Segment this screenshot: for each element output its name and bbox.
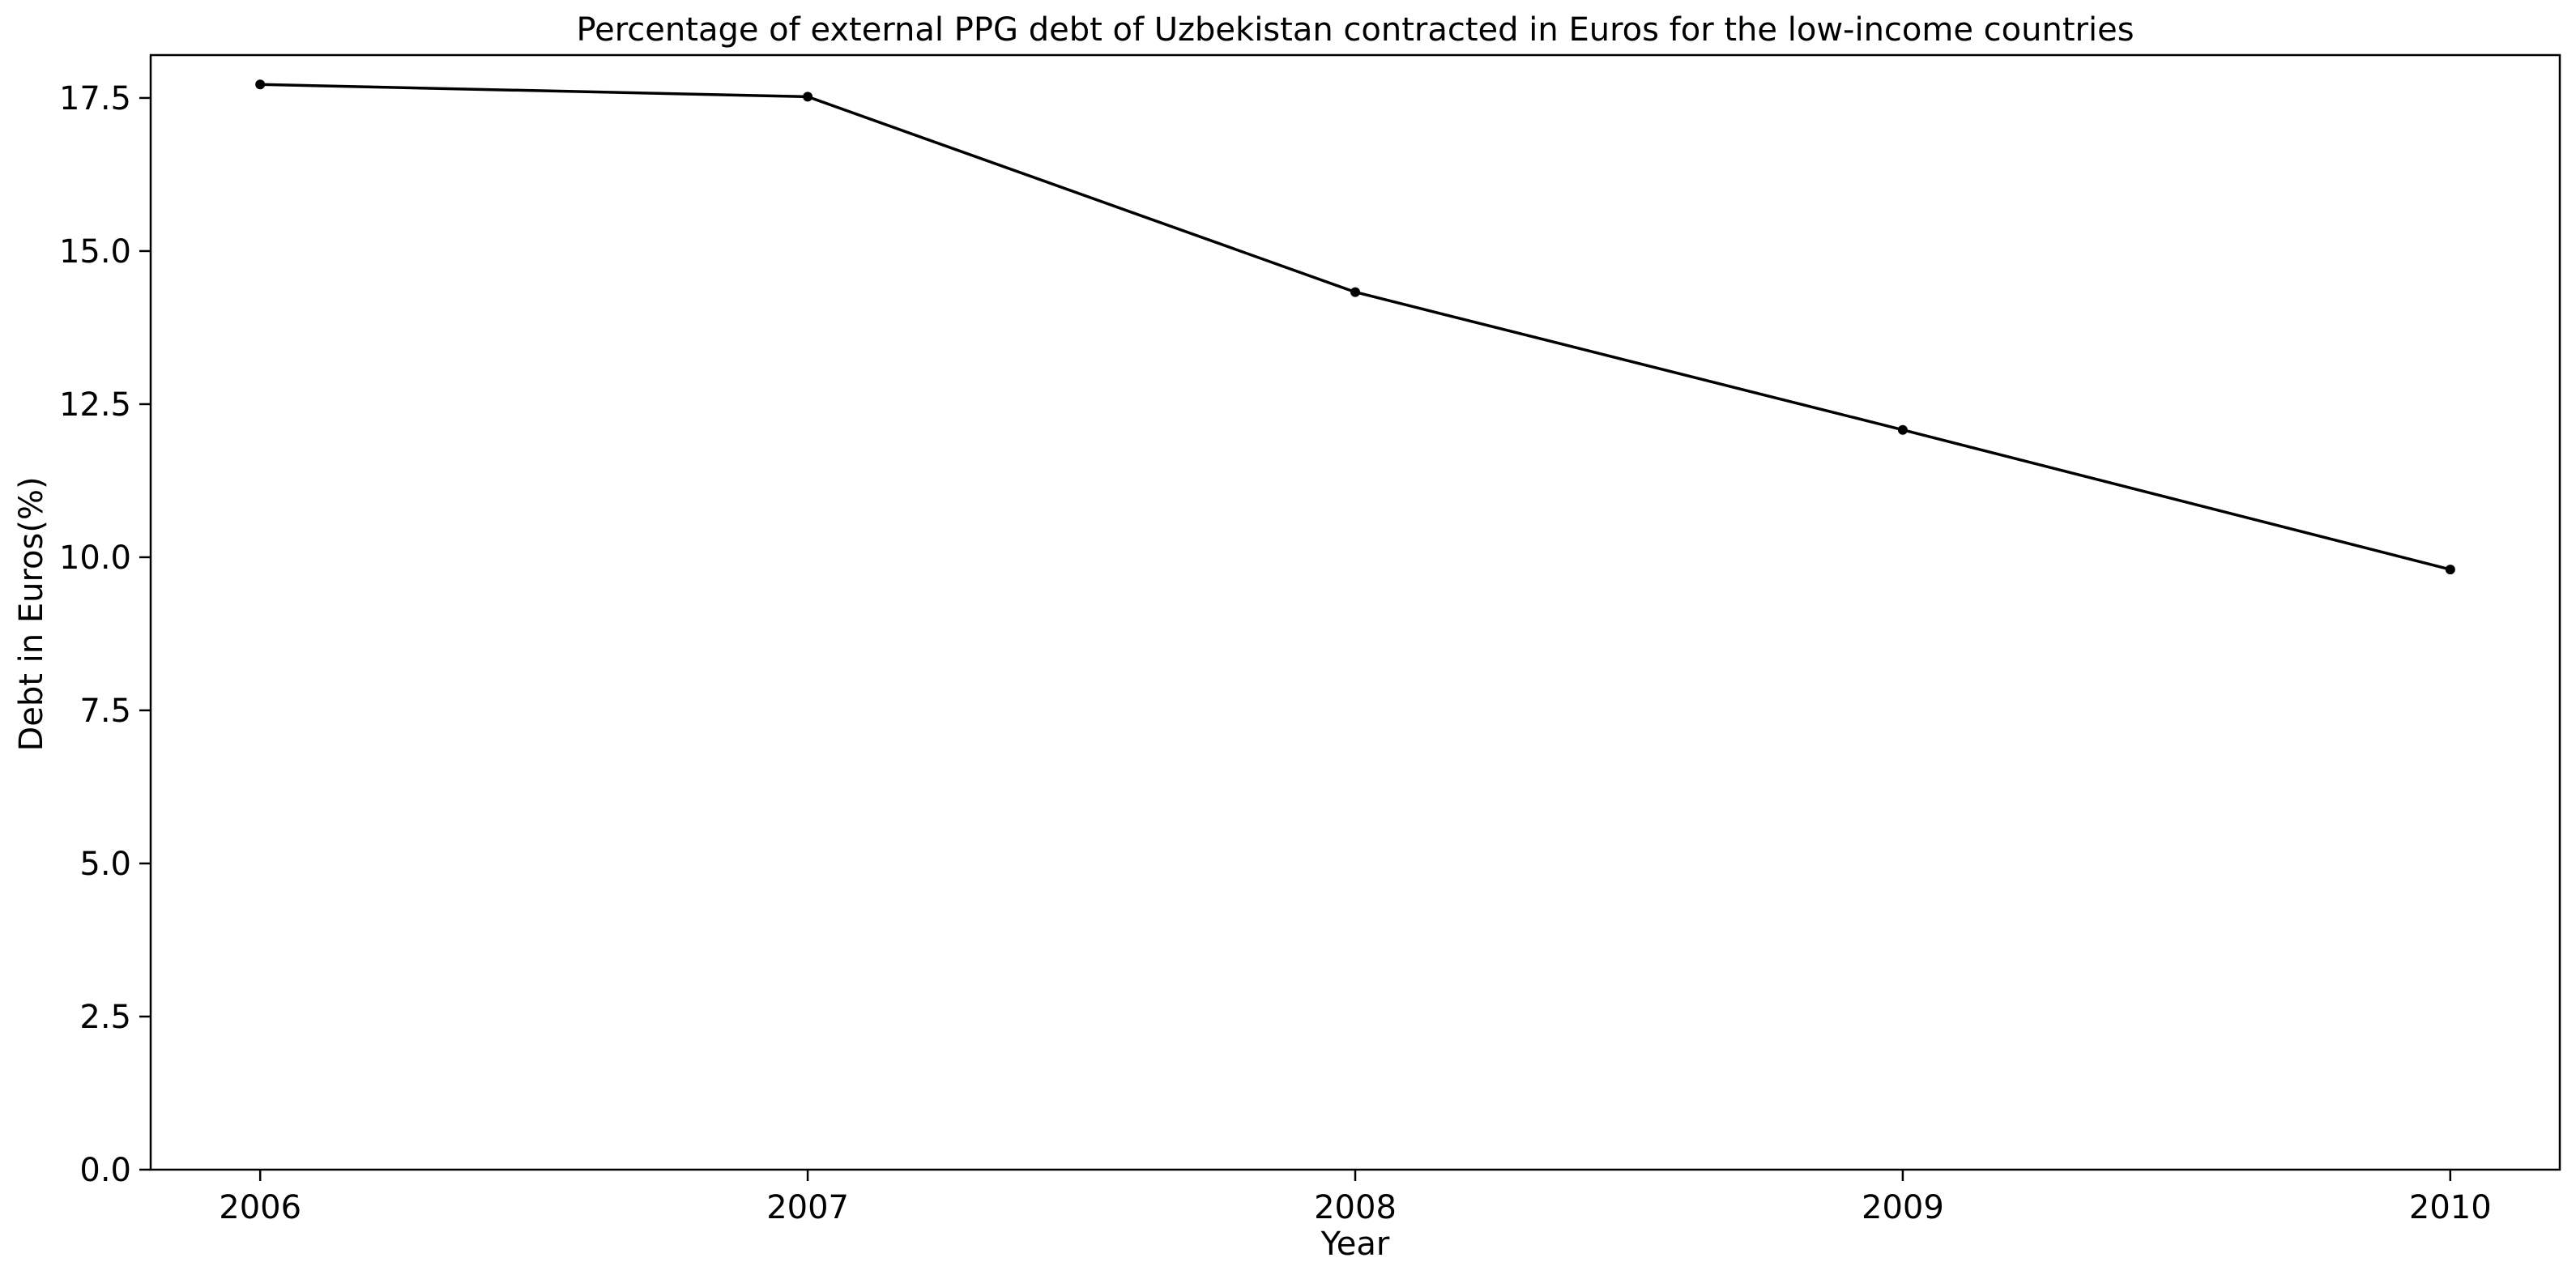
x-axis-label: Year	[1320, 1226, 1390, 1263]
y-tick-label-6: 15.0	[59, 233, 131, 271]
chart-title: Percentage of external PPG debt of Uzbek…	[576, 11, 2134, 49]
y-tick-label-5: 12.5	[59, 386, 131, 424]
y-tick-label-4: 10.0	[59, 539, 131, 577]
x-tick-label-0: 2006	[219, 1189, 301, 1226]
x-tick-label-3: 2009	[1862, 1189, 1944, 1226]
plot-area: 0.0 2.5 5.0 7.5 10.0 12.5 15.0 17.5 2006 2007 2008…	[59, 53, 2561, 1226]
x-tick-label-4: 2010	[2409, 1189, 2492, 1226]
data-point-2007	[803, 92, 813, 102]
y-tick-label-7: 17.5	[59, 80, 131, 117]
x-tick-label-2: 2008	[1314, 1189, 1397, 1226]
data-point-2010	[2445, 565, 2455, 575]
y-tick-label-3: 7.5	[79, 693, 131, 730]
data-point-2008	[1350, 287, 1360, 297]
y-tick-label-0: 0.0	[79, 1152, 131, 1189]
data-point-2009	[1897, 424, 1908, 435]
y-tick-label-1: 2.5	[79, 999, 131, 1036]
data-point-2006	[255, 79, 266, 90]
y-axis-label: Debt in Euros(%)	[13, 476, 50, 751]
y-tick-label-2: 5.0	[79, 846, 131, 883]
x-tick-label-1: 2007	[766, 1189, 849, 1226]
